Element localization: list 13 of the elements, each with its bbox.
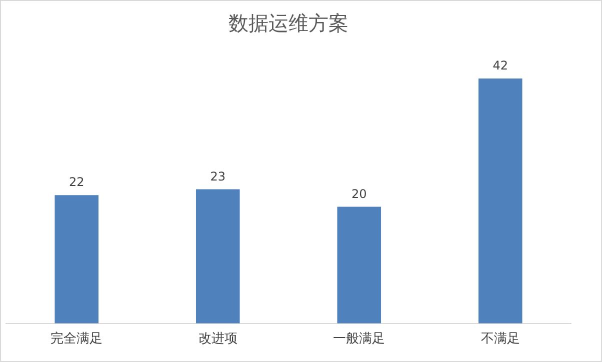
x-tick-label: 不满足 [480,332,520,347]
x-tick-label: 一般满足 [333,332,386,347]
data-label: 42 [492,58,508,73]
x-tick-label: 完全满足 [50,330,103,347]
bar [196,189,240,324]
bar [337,206,382,324]
bar [54,195,99,324]
data-label: 22 [68,175,84,190]
x-tick-label: 改进项 [198,332,238,347]
chart-title: 数据运维方案 [228,11,348,36]
data-label: 23 [210,169,226,184]
bar [478,78,522,324]
data-label: 20 [351,186,367,201]
